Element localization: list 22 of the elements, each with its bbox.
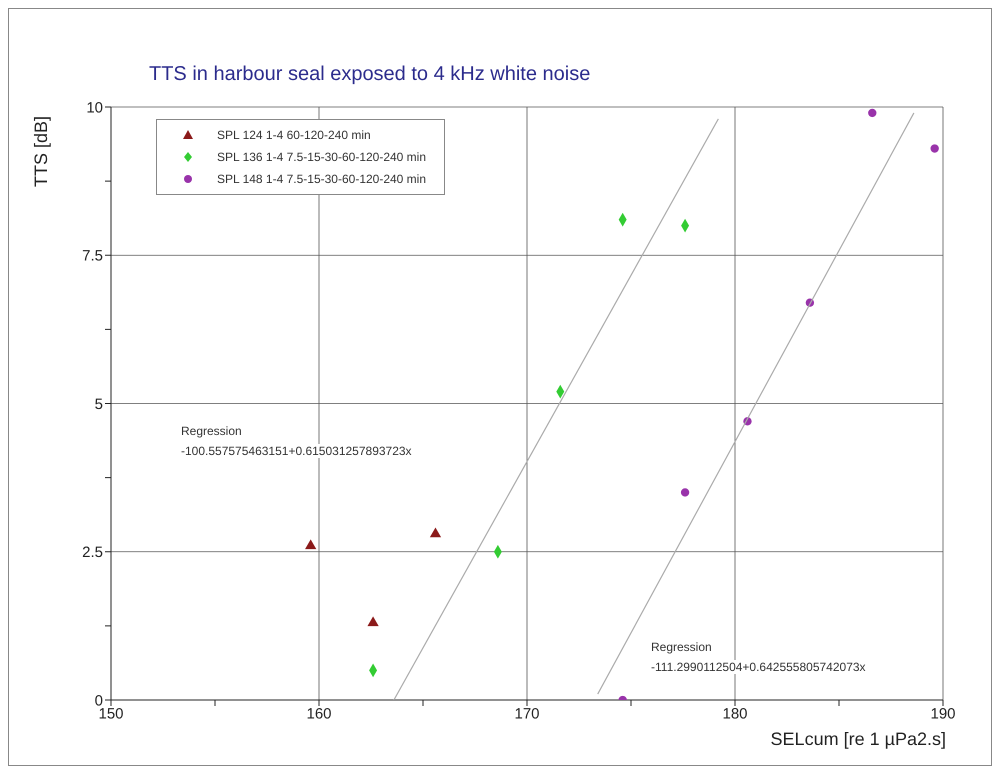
y-tick-label: 5: [94, 396, 103, 413]
x-tick-label: 190: [930, 706, 956, 723]
annotation: Regression -111.2990112504+0.642555805742073x: [651, 640, 866, 674]
legend-label: SPL 148 1-4 7.5-15-30-60-120-240 min: [217, 171, 426, 188]
y-tick-label: 7.5: [82, 248, 103, 265]
legend-label: SPL 124 1-4 60-120-240 min: [217, 127, 371, 144]
y-axis-title: TTS [dB]: [31, 116, 52, 187]
point: [367, 616, 379, 626]
legend-label: SPL 136 1-4 7.5-15-30-60-120-240 min: [217, 149, 426, 166]
y-tick-label: 10: [86, 99, 103, 116]
point: [680, 488, 690, 497]
point: [868, 108, 876, 118]
point: [430, 527, 442, 538]
x-tick-label: 160: [306, 706, 332, 723]
x-axis-title: SELcum [re 1 µPa2.s]: [770, 729, 946, 750]
x-tick-label: 180: [722, 706, 748, 723]
point: [930, 144, 939, 153]
x-tick-label: 170: [514, 706, 540, 723]
chart-title: TTS in harbour seal exposed to 4 kHz white noise: [149, 63, 590, 86]
annotation: Regression -100.557575463151+0.615031257893723x: [181, 424, 412, 458]
y-tick-label: 2.5: [82, 544, 103, 562]
point: [305, 539, 316, 550]
